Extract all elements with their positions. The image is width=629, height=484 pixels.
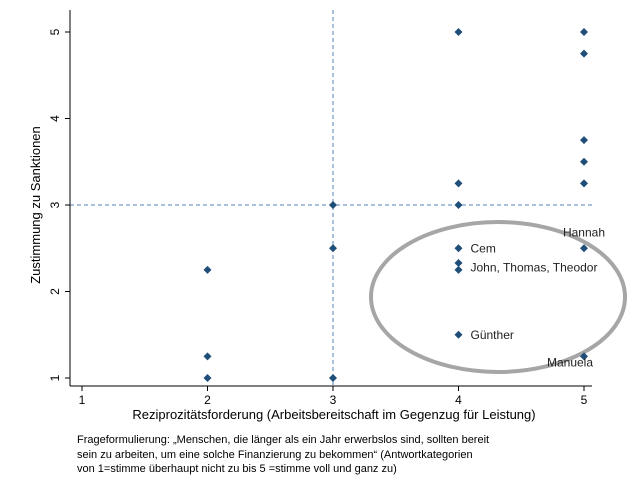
data-point: [454, 244, 463, 253]
data-point: [454, 330, 463, 339]
data-point: [203, 374, 212, 382]
point-annotation: Günther: [471, 328, 514, 342]
x-tick-label: 3: [330, 393, 337, 407]
y-tick-label: 3: [48, 201, 62, 208]
data-point: [580, 157, 588, 166]
data-point: [454, 265, 463, 274]
y-axis-title: Zustimmung zu Sanktionen: [28, 126, 43, 284]
data-point: [454, 28, 463, 36]
data-point: [580, 136, 588, 145]
axes: 1 2 3 4 5 1 2 3 4 5: [48, 10, 592, 407]
caption-line-2: sein zu arbeiten, um eine solche Finanzi…: [77, 448, 473, 461]
data-point: [329, 244, 337, 253]
data-point: [329, 201, 337, 209]
y-tick-label: 1: [48, 374, 62, 381]
highlight-ellipse: [369, 220, 627, 374]
data-point: [580, 352, 588, 361]
caption-line-1: Frageformulierung: „Menschen, die länger…: [77, 434, 490, 446]
data-point: [580, 244, 588, 253]
y-tick-label: 5: [48, 28, 62, 35]
x-tick-label: 2: [204, 393, 211, 407]
data-point: [203, 265, 212, 274]
caption-line-3: von 1=stimme überhaupt nicht zu bis 5 =s…: [77, 463, 397, 475]
data-point: [454, 179, 463, 188]
question-caption: Frageformulierung: „Menschen, die länger…: [77, 433, 607, 477]
x-tick-label: 1: [79, 393, 86, 407]
data-point: [454, 258, 463, 267]
data-points: [203, 28, 588, 382]
data-point: [580, 28, 588, 36]
x-tick-label: 5: [581, 393, 588, 407]
y-tick-label: 4: [48, 115, 62, 122]
x-axis-title: Reziprozitätsforderung (Arbeitsbereitsch…: [132, 407, 535, 422]
point-annotation: Hannah: [563, 225, 605, 239]
x-tick-label: 4: [455, 393, 462, 407]
scatter-chart: 1 2 3 4 5 1 2 3 4 5 Cem John, Thomas, Theodor Günth…: [28, 10, 627, 422]
point-annotation: John, Thomas, Theodor: [471, 260, 598, 274]
y-tick-label: 2: [48, 288, 62, 295]
point-annotation: Manuela: [547, 355, 593, 369]
point-annotation: Cem: [471, 241, 496, 255]
highlight-ellipse-group: [369, 220, 627, 374]
data-point: [203, 352, 212, 361]
point-annotations: Cem John, Thomas, Theodor Günther Hannah Man…: [471, 225, 606, 369]
data-point: [454, 201, 463, 209]
data-point: [580, 179, 588, 188]
data-point: [580, 49, 588, 58]
data-point: [329, 374, 337, 382]
